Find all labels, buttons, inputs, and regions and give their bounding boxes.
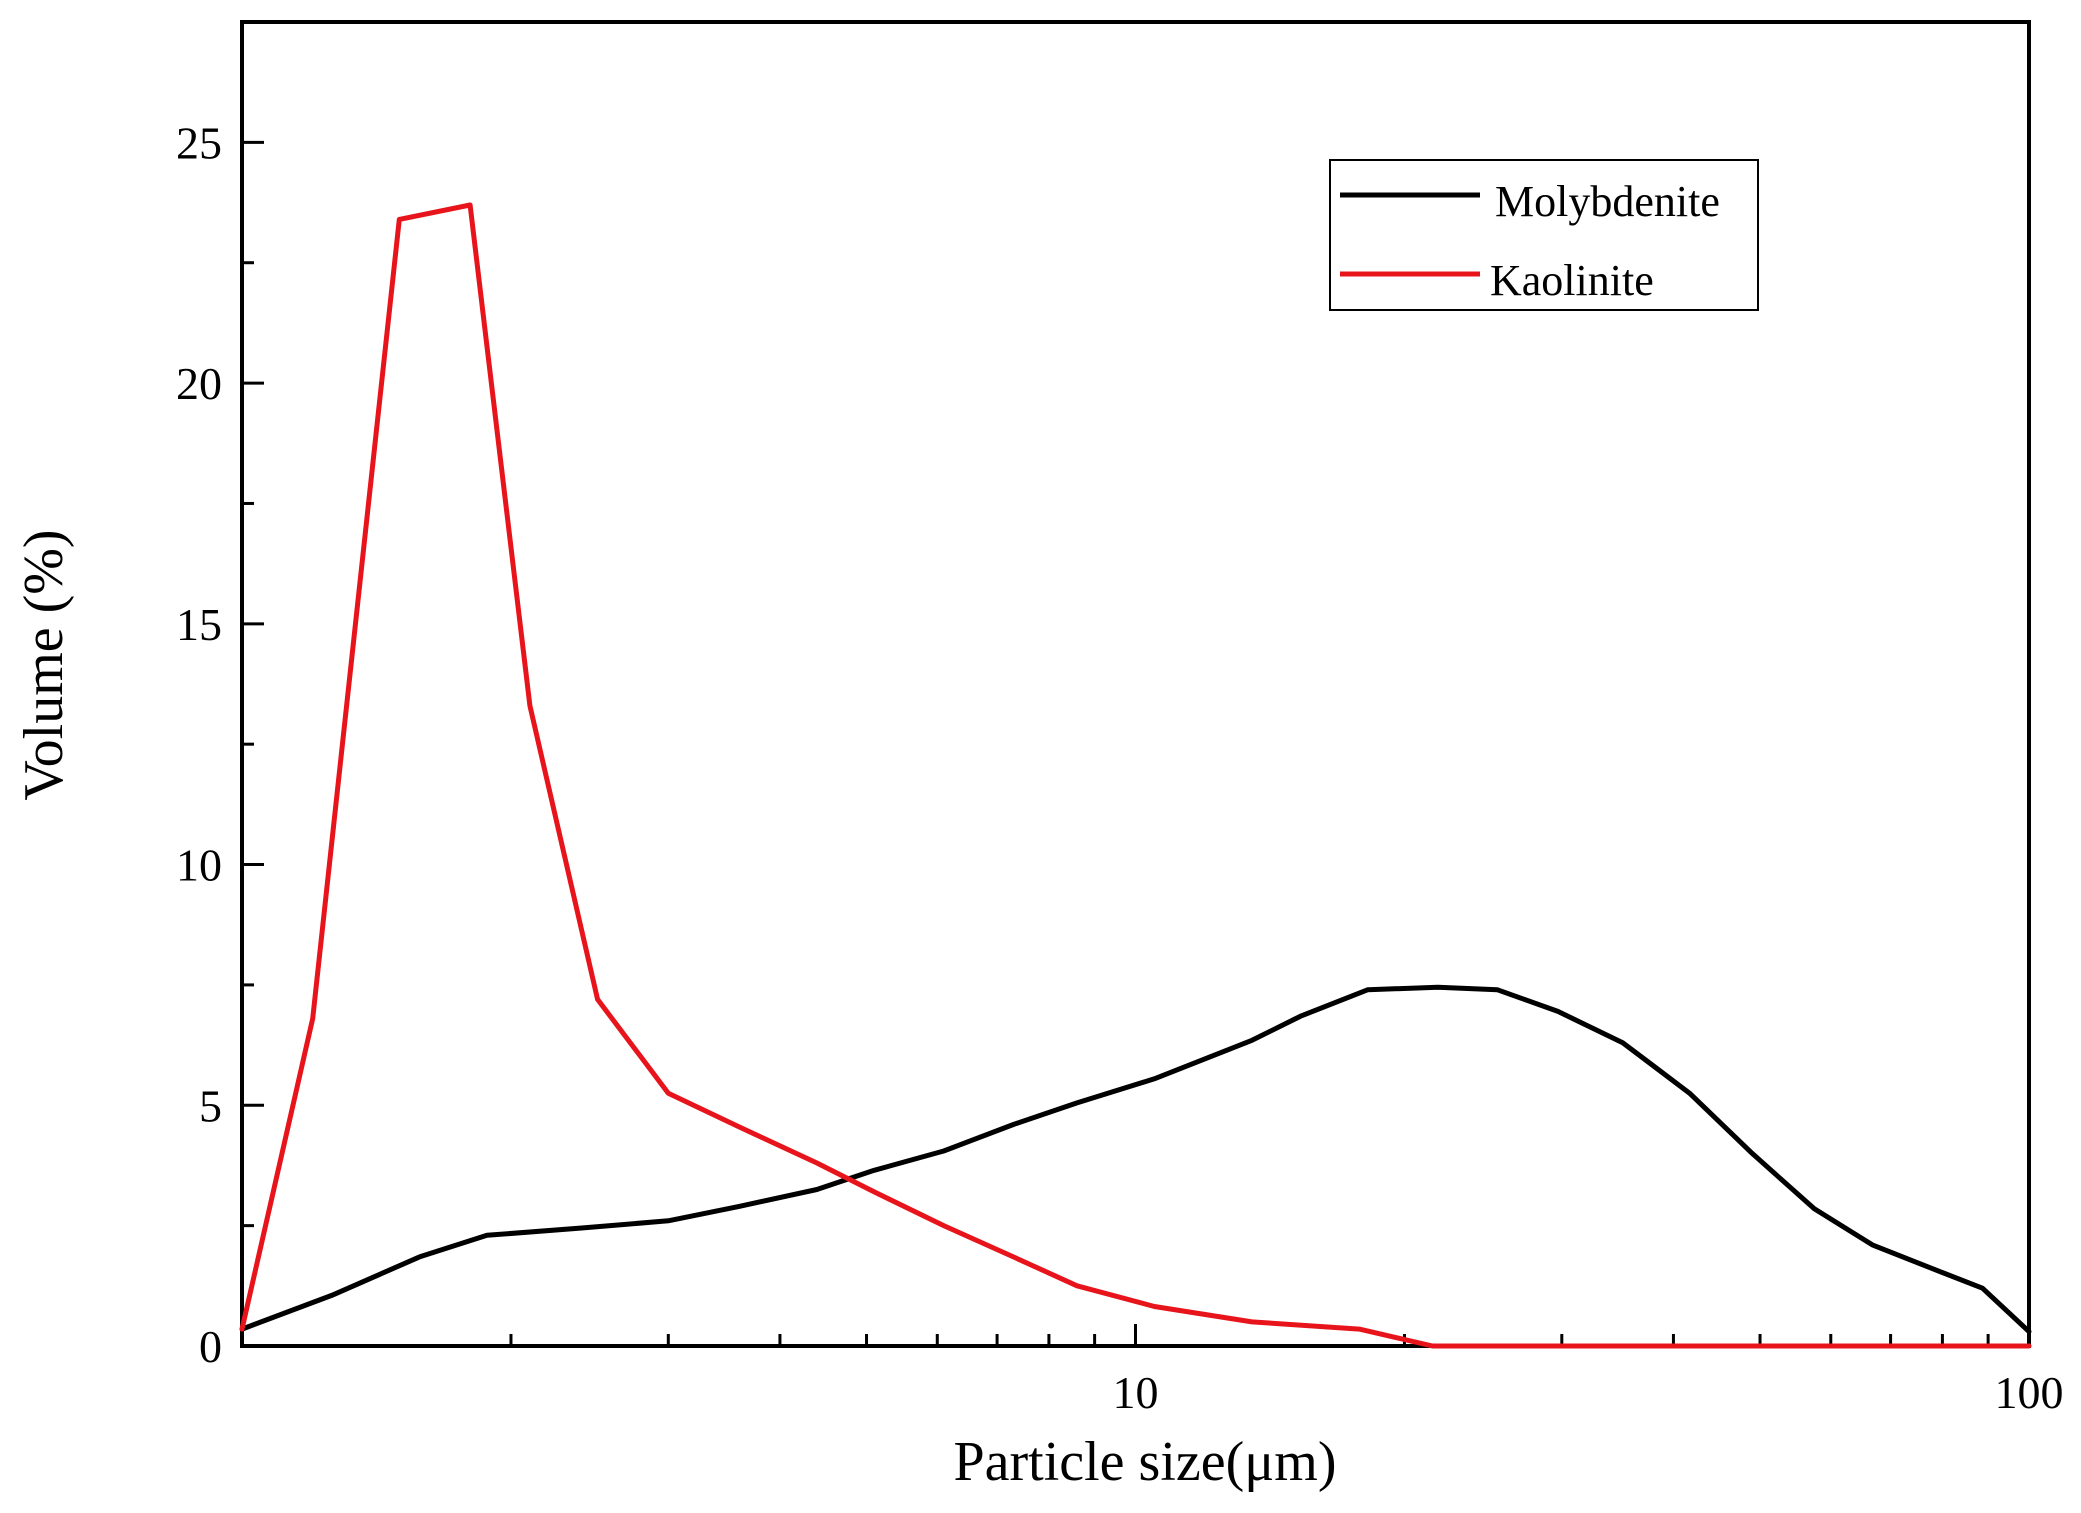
- y-tick-label: 25: [176, 117, 222, 168]
- series-line-molybdenite: [239, 984, 2032, 1335]
- legend-label-kaolinite: Kaolinite: [1490, 256, 1654, 305]
- y-tick-label: 5: [199, 1080, 222, 1131]
- x-tick-label: 100: [1995, 1367, 2064, 1418]
- y-tick-label: 10: [176, 840, 222, 891]
- legend: Molybdenite Kaolinite: [1329, 159, 1759, 311]
- tick-label-layer: 0 5 10 15 20 25 10 100: [176, 117, 2064, 1418]
- x-axis-title: Particle size(μm): [954, 1431, 1337, 1493]
- series-layer: [239, 202, 2032, 1349]
- y-tick-label: 20: [176, 358, 222, 409]
- legend-box: [1329, 159, 1759, 311]
- legend-label-molybdenite: Molybdenite: [1495, 177, 1720, 226]
- y-tick-label: 0: [199, 1321, 222, 1372]
- y-tick-label: 15: [176, 599, 222, 650]
- plot-frame: [240, 20, 2031, 1348]
- x-tick-label: 10: [1113, 1367, 1159, 1418]
- series-line-kaolinite: [239, 202, 2032, 1349]
- tick-layer: [242, 140, 2031, 1348]
- y-axis-title: Volume (%): [13, 529, 75, 800]
